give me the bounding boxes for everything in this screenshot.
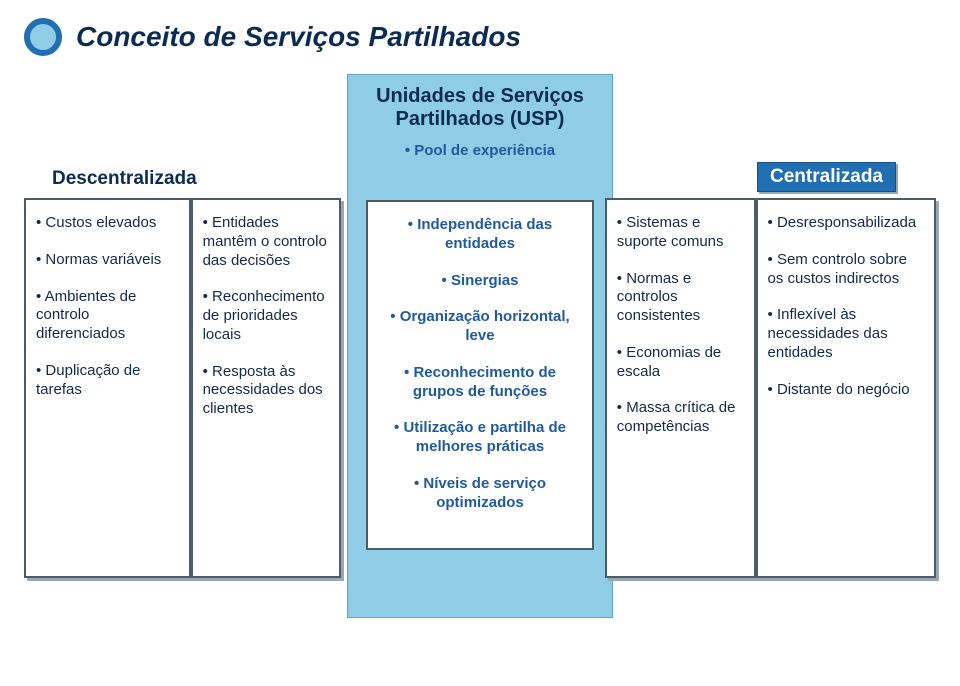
descentralizada-label: Descentralizada bbox=[52, 168, 197, 189]
usp-pool-row: Pool de experiência bbox=[347, 142, 613, 160]
list-item: Sistemas e suporte comuns bbox=[617, 214, 746, 252]
list-item: Custos elevados bbox=[36, 214, 181, 233]
list-item: Sem controlo sobre os custos indirectos bbox=[768, 251, 926, 289]
page-title: Conceito de Serviços Partilhados bbox=[76, 21, 521, 53]
center-item: Níveis de serviço optimizados bbox=[414, 475, 546, 511]
center-item: Sinergias bbox=[442, 272, 519, 289]
left-column-label: Descentralizada bbox=[52, 168, 197, 190]
right-column-label: Centralizada bbox=[757, 162, 896, 192]
list-item: Normas e controlos consistentes bbox=[617, 270, 746, 326]
list-item: Resposta às necessidades dos clientes bbox=[203, 363, 332, 419]
box-centralizada-cons: Desresponsabiliza­da Sem controlo sobre … bbox=[756, 198, 936, 578]
box-centralizada-pros: Sistemas e suporte comuns Normas e contr… bbox=[605, 198, 756, 578]
list-item: Entidades mantêm o controlo das decisões bbox=[203, 214, 332, 270]
centralizada-label: Centralizada bbox=[770, 166, 883, 187]
list-item: Desresponsabiliza­da bbox=[768, 214, 926, 233]
center-item: Utilização e partilha de melhores prátic… bbox=[394, 419, 566, 455]
page-header: Conceito de Serviços Partilhados bbox=[24, 18, 936, 56]
box-descentralizada-cons: Custos elevados Normas variáveis Ambient… bbox=[24, 198, 191, 578]
list-item: Normas variáveis bbox=[36, 251, 181, 270]
list-item: Ambientes de controlo diferenciados bbox=[36, 288, 181, 344]
list-item: Duplicação de tarefas bbox=[36, 362, 181, 400]
center-item: Organização horizontal, leve bbox=[390, 308, 569, 344]
box-descentralizada-pros: Entidades mantêm o controlo das decisões… bbox=[191, 198, 342, 578]
list-item: Reconhecime­nto de prioridades locais bbox=[203, 288, 332, 344]
header-bullet-icon bbox=[24, 18, 62, 56]
usp-title: Unidades de Serviços Partilhados (USP) bbox=[348, 75, 612, 137]
usp-pool-item: Pool de experiência bbox=[405, 142, 555, 159]
list-item: Massa crítica de competências bbox=[617, 399, 746, 437]
list-item: Inflexível às necessidades das entidades bbox=[768, 306, 926, 362]
list-item: Economias de escala bbox=[617, 344, 746, 382]
usp-center-box: Independência das entidades Sinergias Or… bbox=[366, 200, 594, 550]
center-item: Independência das entidades bbox=[408, 216, 552, 252]
list-item: Distante do negócio bbox=[768, 381, 926, 400]
center-item: Reconhecimento de grupos de funções bbox=[404, 364, 556, 400]
